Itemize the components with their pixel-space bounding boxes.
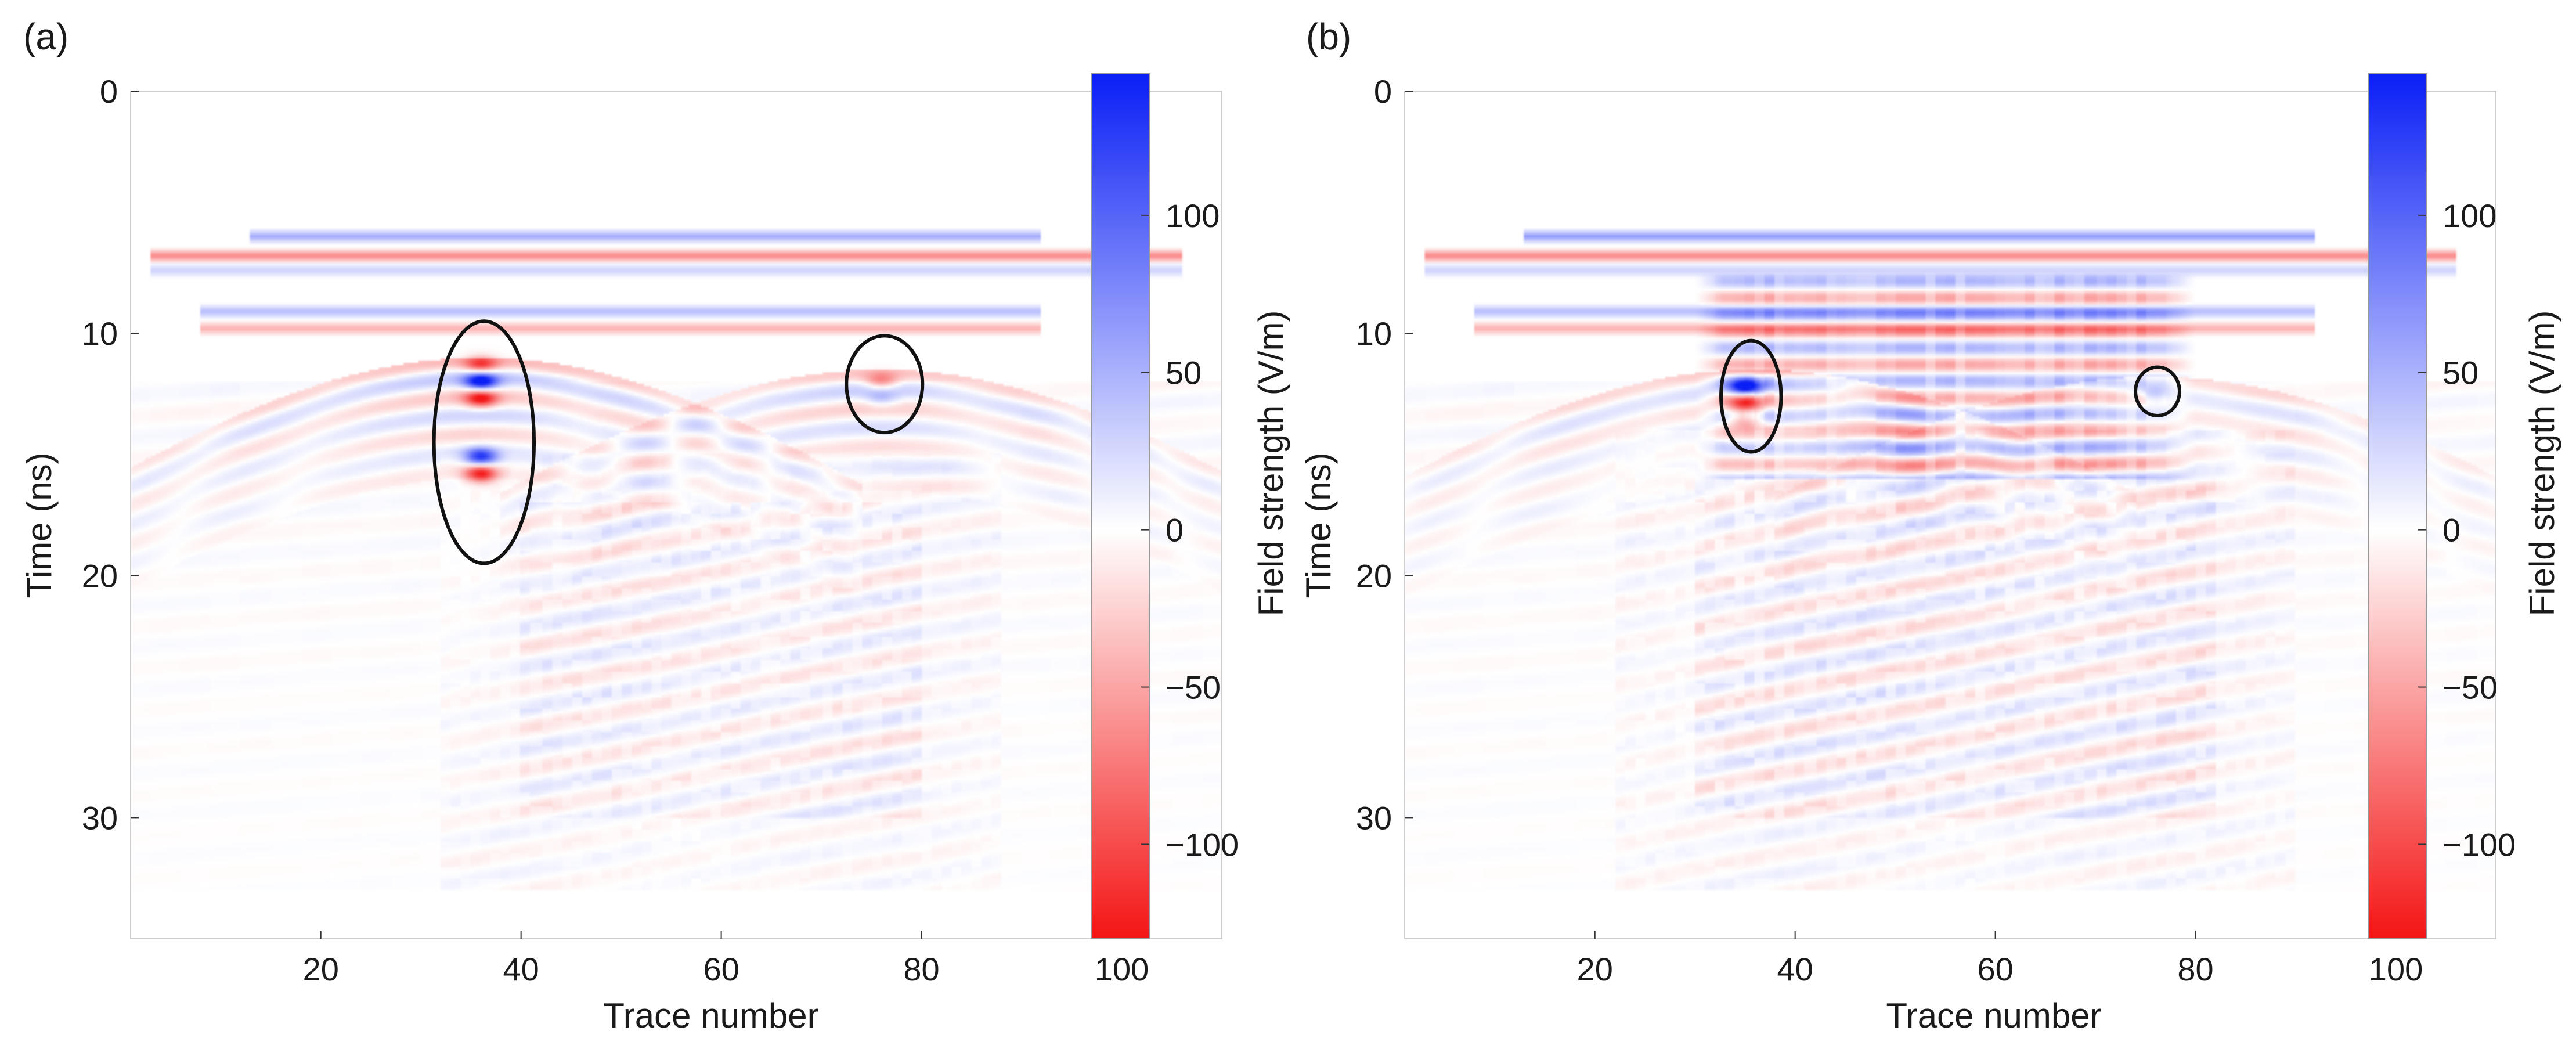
x-axis-a: 20 40 60 80 100 [303, 931, 1149, 987]
colorbar-tick-label: 100 [2442, 197, 2496, 234]
x-tick-label: 60 [1977, 951, 2013, 987]
colorbar-tick-label: 0 [2442, 512, 2460, 549]
x-tick-label: 40 [503, 951, 539, 987]
colorbar-gradient [1091, 73, 1150, 939]
target-annotation-ellipse-1 [432, 319, 536, 565]
y-tick-label: 30 [1356, 799, 1392, 836]
panel-b: (b) 20 40 60 80 100 0 10 20 30 Trace number Tim… [1299, 16, 2561, 1035]
colorbar-label-b: Field strength (V/m) [2523, 311, 2561, 617]
y-tick-label: 20 [1356, 557, 1392, 594]
y-axis-label-b: Time (ns) [1299, 452, 1338, 598]
heatmap-plot-a [130, 91, 1222, 939]
y-axis-b: 0 10 20 30 [1356, 73, 1413, 836]
y-tick-label: 0 [1374, 73, 1392, 110]
y-tick-label: 10 [82, 315, 118, 352]
colorbar-a: 100 50 0 −50 −100 [1091, 73, 1239, 939]
x-tick-label: 20 [303, 951, 339, 987]
x-tick-label: 80 [2177, 951, 2213, 987]
heatmap-plot-b [1404, 91, 2496, 939]
y-tick-label: 30 [82, 799, 118, 836]
y-tick-label: 0 [100, 73, 118, 110]
colorbar-label-a: Field strength (V/m) [1251, 311, 1290, 617]
colorbar-tick-label: 50 [2442, 355, 2478, 391]
colorbar-tick-label: −100 [2442, 826, 2516, 863]
x-axis-b: 20 40 60 80 100 [1577, 931, 2423, 987]
colorbar-tick-label: −100 [1166, 826, 1239, 863]
panel-label-a: (a) [23, 16, 68, 57]
y-tick-label: 10 [1356, 315, 1392, 352]
y-tick-label: 20 [82, 557, 118, 594]
panel-label-b: (b) [1306, 16, 1351, 57]
colorbar-b: 100 50 0 −50 −100 [2368, 73, 2516, 939]
panel-a: (a) 20 40 60 80 100 0 10 20 30 Trace number Tim… [20, 16, 1290, 1035]
x-axis-label-a: Trace number [603, 996, 818, 1035]
x-tick-label: 40 [1777, 951, 1813, 987]
colorbar-tick-label: −50 [2442, 669, 2498, 706]
colorbar-tick-label: 50 [1166, 355, 1202, 391]
y-axis-a: 0 10 20 30 [82, 73, 139, 836]
x-axis-label-b: Trace number [1886, 996, 2101, 1035]
colorbar-tick-label: −50 [1166, 669, 1221, 706]
x-tick-label: 80 [903, 951, 939, 987]
colorbar-tick-label: 100 [1166, 197, 1220, 234]
heatmap-image [1405, 91, 2496, 939]
x-tick-label: 60 [703, 951, 739, 987]
y-axis-label-a: Time (ns) [20, 452, 59, 598]
colorbar-tick-label: 0 [1166, 512, 1184, 549]
target-annotation-ellipse-2 [2134, 365, 2181, 417]
x-tick-label: 100 [2369, 951, 2423, 987]
x-tick-label: 100 [1095, 951, 1149, 987]
target-annotation-ellipse-2 [845, 334, 925, 435]
plot-frame [1404, 91, 2496, 939]
target-annotation-ellipse-1 [1719, 338, 1783, 454]
colorbar-gradient [2368, 73, 2427, 939]
plot-frame [130, 91, 1222, 939]
heatmap-image [131, 91, 1222, 939]
x-tick-label: 20 [1577, 951, 1613, 987]
